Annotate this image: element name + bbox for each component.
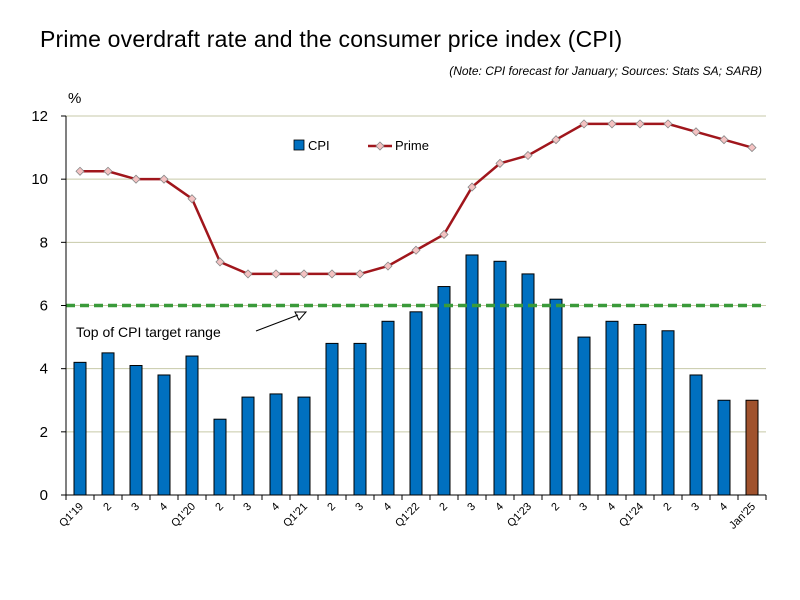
prime-point — [159, 174, 169, 184]
x-tick-label: 4 — [717, 501, 730, 514]
prime-point — [75, 166, 85, 176]
x-tick-label: 2 — [101, 501, 114, 514]
y-axis-label: % — [68, 90, 81, 107]
cpi-bar — [605, 320, 619, 496]
cpi-bar — [717, 399, 731, 496]
cpi-bar — [577, 336, 591, 496]
prime-point — [243, 269, 253, 279]
prime-point — [411, 245, 421, 255]
cpi-bar — [157, 374, 171, 496]
cpi-bar — [185, 355, 199, 496]
x-tick-label: 3 — [129, 501, 142, 514]
x-tick-label: 2 — [213, 501, 226, 514]
prime-point — [383, 261, 393, 271]
legend: CPI Prime — [293, 138, 429, 153]
legend-cpi-swatch — [293, 139, 305, 151]
y-tick-label-6: 6 — [40, 298, 48, 315]
x-tick-label: 4 — [493, 501, 506, 514]
target-annotation-arrowhead — [294, 311, 308, 321]
cpi-bar — [745, 399, 759, 496]
cpi-bar — [269, 393, 283, 496]
prime-series — [75, 119, 757, 279]
x-tick-label: 2 — [437, 501, 450, 514]
prime-point — [691, 127, 701, 137]
chart-title: Prime overdraft rate and the consumer pr… — [40, 26, 623, 52]
x-tick-label: Q1'23 — [505, 501, 534, 530]
legend-prime-marker — [375, 141, 385, 151]
cpi-bar — [73, 361, 87, 496]
prime-point — [215, 257, 225, 267]
prime-point — [355, 269, 365, 279]
prime-point — [747, 143, 757, 153]
prime-point — [271, 269, 281, 279]
legend-prime-label: Prime — [395, 138, 429, 153]
y-tick-label-2: 2 — [40, 424, 48, 441]
prime-point — [607, 119, 617, 129]
cpi-bar — [633, 323, 647, 496]
legend-cpi-label: CPI — [308, 138, 330, 153]
prime-point — [579, 119, 589, 129]
cpi-bar — [353, 342, 367, 496]
x-tick-label: 2 — [549, 501, 562, 514]
x-tick-label: Q1'22 — [393, 501, 422, 530]
x-tick-label: Q1'24 — [617, 501, 646, 530]
x-tick-label: 2 — [661, 501, 674, 514]
x-tick-label: 4 — [269, 501, 282, 514]
target-annotation-label: Top of CPI target range — [76, 324, 221, 340]
x-tick-label: 3 — [465, 501, 478, 514]
target-annotation-arrow — [255, 314, 299, 332]
cpi-bar — [689, 374, 703, 496]
prime-point — [467, 182, 477, 192]
target-annotation: Top of CPI target range — [76, 311, 308, 340]
y-tick-label-4: 4 — [40, 361, 48, 378]
x-tick-label: 3 — [353, 501, 366, 514]
cpi-bar — [241, 396, 255, 496]
x-tick-label: Q1'21 — [281, 501, 310, 530]
y-tick-label-8: 8 — [40, 234, 48, 251]
x-tick-label: Q1'19 — [57, 501, 86, 530]
cpi-bar — [437, 286, 451, 496]
x-tick-label: 4 — [605, 501, 618, 514]
cpi-bar — [297, 396, 311, 496]
prime-point — [495, 158, 505, 168]
prime-point — [131, 174, 141, 184]
x-tick-label: 2 — [325, 501, 338, 514]
prime-point — [299, 269, 309, 279]
cpi-bar — [409, 311, 423, 496]
axes — [65, 116, 766, 496]
prime-point — [103, 166, 113, 176]
chart-note: (Note: CPI forecast for January; Sources… — [449, 64, 762, 78]
prime-point — [635, 119, 645, 129]
prime-point — [663, 119, 673, 129]
x-tick-label: 3 — [577, 501, 590, 514]
x-axis-ticks: Q1'19 2 3 4Q1'20 2 3 4Q1'21 2 3 4Q1'22 2 3 4Q1'23 2 3 4… — [57, 495, 767, 532]
cpi-bar — [493, 260, 507, 496]
y-tick-label-0: 0 — [40, 487, 48, 504]
cpi-bar — [213, 418, 227, 496]
cpi-bar — [549, 298, 563, 496]
prime-point — [719, 135, 729, 145]
prime-point — [523, 150, 533, 161]
x-tick-label: 3 — [689, 501, 702, 514]
cpi-bar — [325, 342, 339, 496]
prime-point — [327, 269, 337, 279]
cpi-bar — [465, 254, 479, 496]
cpi-bar — [101, 352, 115, 496]
y-tick-label-12: 12 — [31, 108, 48, 125]
cpi-bar — [661, 330, 675, 496]
cpi-bars — [73, 254, 759, 496]
x-tick-label: 4 — [381, 501, 394, 514]
x-tick-label: 3 — [241, 501, 254, 514]
prime-point — [439, 229, 449, 240]
y-axis-ticks: 0 2 4 6 8 10 12 — [31, 108, 66, 504]
x-tick-label: 4 — [157, 501, 170, 514]
y-tick-label-10: 10 — [31, 171, 48, 188]
prime-point — [187, 194, 197, 204]
x-tick-label: Q1'20 — [169, 501, 198, 530]
cpi-bar — [129, 365, 143, 496]
x-tick-label: Jan'25 — [727, 501, 758, 532]
prime-point — [551, 135, 561, 145]
cpi-bar — [381, 320, 395, 496]
